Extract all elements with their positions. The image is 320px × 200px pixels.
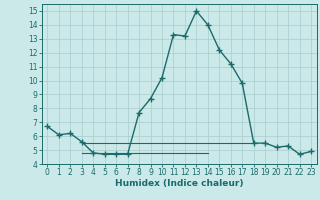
X-axis label: Humidex (Indice chaleur): Humidex (Indice chaleur): [115, 179, 244, 188]
